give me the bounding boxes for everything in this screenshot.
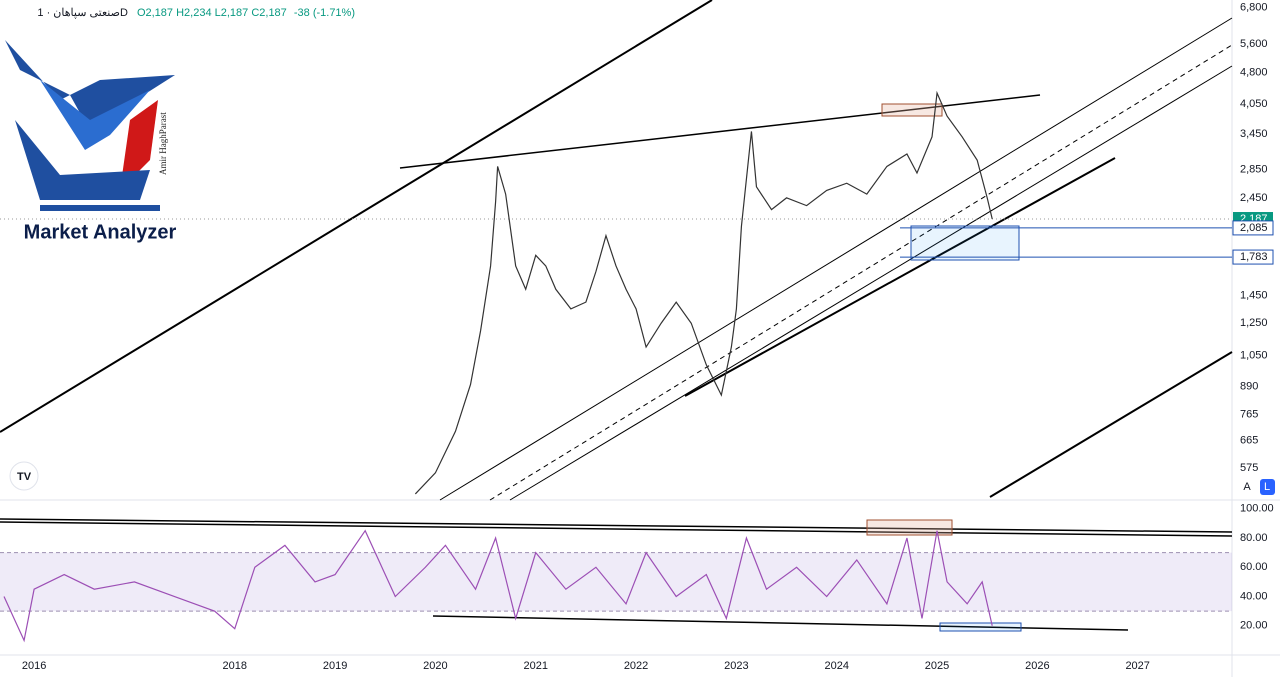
ohlc: O2,187 H2,234 L2,187 C2,187 — [137, 7, 287, 19]
logo-title: Market Analyzer — [24, 221, 177, 243]
symbol: صنعتی سپاهان · 1D — [37, 7, 128, 19]
x-tick-label: 2024 — [824, 660, 848, 672]
x-tick-label: 2023 — [724, 660, 748, 672]
trendline — [0, 0, 713, 433]
trendline — [399, 94, 1041, 169]
y-tick-label: 890 — [1240, 380, 1258, 392]
tv-logo: TV — [9, 461, 39, 491]
y-tick-label: 665 — [1240, 435, 1258, 447]
y-tick-label: 2,850 — [1240, 164, 1268, 176]
y-tick-label: 3,450 — [1240, 128, 1268, 140]
drawings — [0, 0, 1233, 631]
y-tick-label: 575 — [1240, 462, 1258, 474]
logo-base — [15, 120, 150, 200]
highlight-box — [881, 103, 943, 117]
rsi-trendline — [0, 521, 1233, 537]
x-tick-label: 2019 — [323, 660, 347, 672]
y-tick-label: 6,800 — [1240, 2, 1268, 14]
trendline — [989, 351, 1233, 498]
x-tick-label: 2025 — [925, 660, 949, 672]
x-tick-label: 2016 — [22, 660, 46, 672]
y-tick-label: 4,050 — [1240, 98, 1268, 110]
channel-line — [509, 65, 1233, 501]
x-tick-label: 2026 — [1025, 660, 1049, 672]
highlight-box — [939, 622, 1022, 632]
x-tick-label: 2020 — [423, 660, 447, 672]
y-tick-label: 4,800 — [1240, 66, 1268, 78]
scale-button-bg[interactable] — [1260, 479, 1275, 495]
tv-logo-bg — [9, 461, 39, 491]
level-tag-label: 1,783 — [1240, 251, 1268, 263]
level-tag — [1232, 249, 1274, 265]
y-tick-label: 40.00 — [1240, 590, 1268, 602]
x-tick-label: 2027 — [1125, 660, 1149, 672]
y-tick-label: 20.00 — [1240, 620, 1268, 632]
y-tick-label: 100.00 — [1240, 503, 1274, 515]
series-line — [3, 529, 993, 643]
change: -38 (-1.71%) — [294, 7, 355, 19]
x-tick-label: 2018 — [223, 660, 247, 672]
logo-stripe — [120, 100, 158, 190]
y-tick-label: 80.00 — [1240, 532, 1268, 544]
highlight-box — [910, 225, 1020, 261]
level-tag-label: 2,085 — [1240, 222, 1268, 234]
x-tick-label: 2022 — [624, 660, 648, 672]
tv-logo-text: TV — [17, 471, 32, 483]
rsi-trendline — [432, 615, 1129, 631]
logo-author: Amir HaghParast — [158, 112, 168, 175]
y-tick-label: 1,250 — [1240, 317, 1268, 329]
scale-button[interactable]: L — [1264, 481, 1270, 493]
y-tick-label: 2,450 — [1240, 192, 1268, 204]
logo-wing — [5, 40, 175, 140]
channel-mid — [489, 44, 1233, 501]
y-tick-label: 765 — [1240, 409, 1258, 421]
header-text: صنعتی سپاهان · 1D O2,187 H2,234 L2,187 C… — [37, 7, 355, 19]
logo-wing — [40, 80, 150, 150]
y-tick-label: 1,450 — [1240, 289, 1268, 301]
highlight-box — [866, 519, 953, 536]
y-tick-label: 1,050 — [1240, 350, 1268, 362]
rsi-trendline — [0, 518, 1233, 533]
logo: Market Analyzer Amir HaghParast — [5, 40, 177, 243]
trendline — [684, 157, 1116, 397]
series-line — [414, 90, 993, 495]
scale-button[interactable]: A — [1243, 481, 1251, 493]
y-tick-label: 60.00 — [1240, 561, 1268, 573]
channel-line — [439, 17, 1233, 501]
y-tick-label: 5,600 — [1240, 38, 1268, 50]
x-tick-label: 2021 — [523, 660, 547, 672]
logo-bar — [40, 205, 160, 211]
rsi-band — [0, 552, 1232, 612]
level-tag — [1232, 220, 1274, 236]
